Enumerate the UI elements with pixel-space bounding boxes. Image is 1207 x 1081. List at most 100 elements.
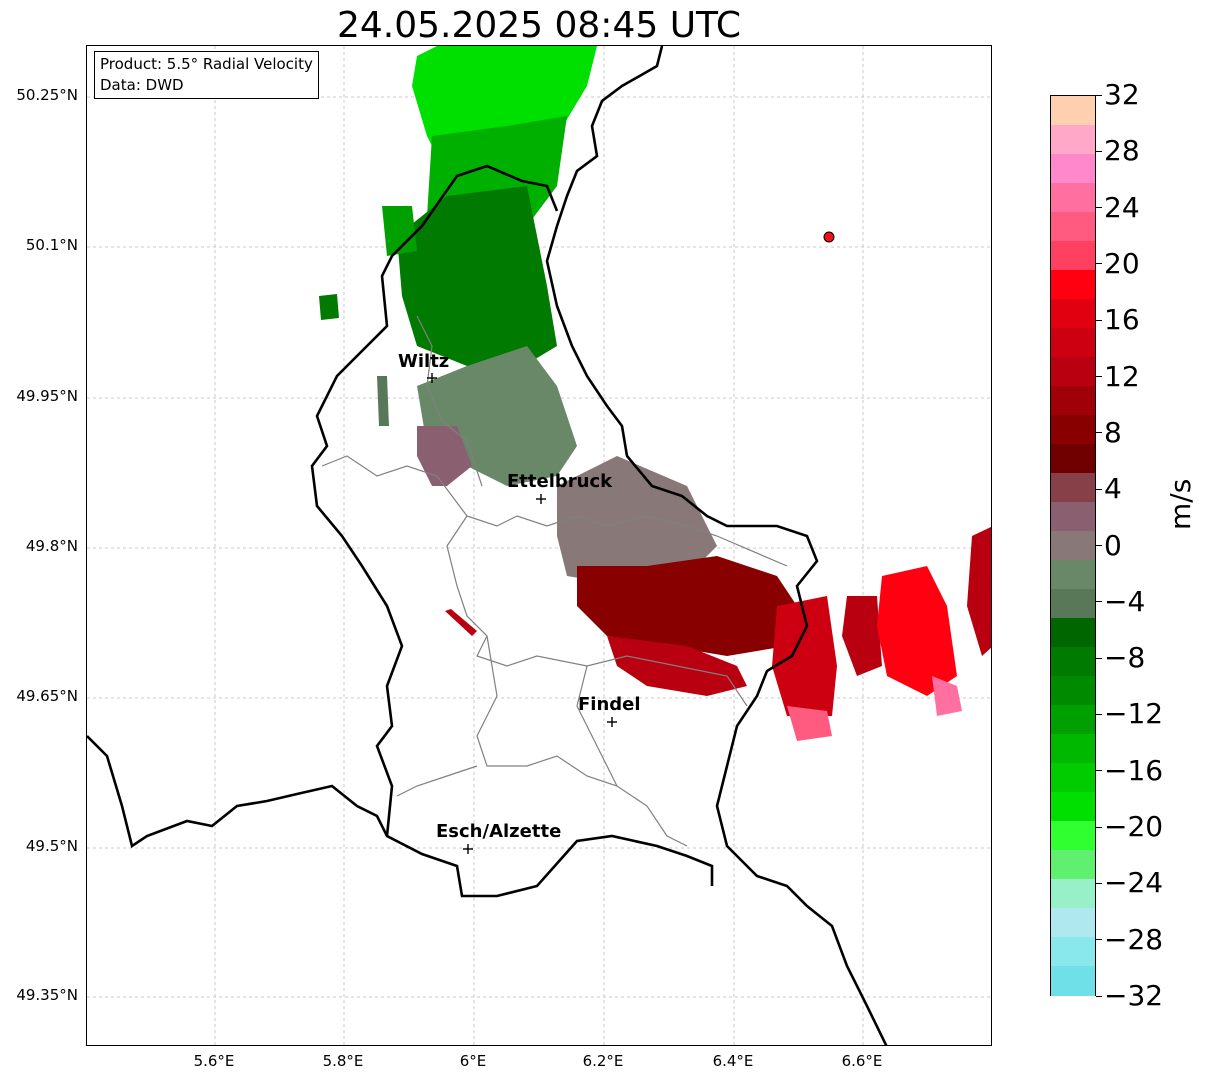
colorbar-tick-label: 16 [1104, 303, 1140, 337]
map-title: 24.05.2025 08:45 UTC [336, 5, 742, 46]
colorbar-segment [1051, 473, 1095, 503]
colorbar-segment [1051, 444, 1095, 474]
radar-map: Wiltz Ettelbruck Findel Esch/Alzette [86, 45, 992, 1046]
colorbar-segment [1051, 386, 1095, 416]
canton-borders [321, 315, 788, 847]
colorbar-tick-label: −8 [1104, 641, 1146, 675]
echo-darkred [577, 556, 797, 656]
colorbar-segment [1051, 647, 1095, 677]
colorbar-segment [1051, 357, 1095, 387]
colorbar-segment [1051, 589, 1095, 619]
colorbar-segment [1051, 328, 1095, 358]
colorbar-segment [1051, 531, 1095, 561]
colorbar-tickmark [1096, 657, 1102, 659]
gridlines [87, 46, 991, 1045]
colorbar-segment [1051, 618, 1095, 648]
lon-tick: 6°E [459, 1052, 487, 1070]
lat-tick: 50.1°N [25, 236, 78, 254]
colorbar-tick-label: 28 [1104, 134, 1140, 168]
lon-tick: 6.2°E [582, 1052, 624, 1070]
colorbar-segment [1051, 96, 1095, 126]
city-label-esch: Esch/Alzette [436, 821, 562, 842]
echo-red-east2 [842, 596, 882, 676]
echo-red-east1 [772, 596, 837, 716]
colorbar-segment [1051, 212, 1095, 242]
colorbar-segment [1051, 125, 1095, 155]
lon-tick: 6.4°E [712, 1052, 754, 1070]
colorbar-tick-label: 32 [1104, 78, 1140, 111]
echo-pink1 [787, 706, 832, 741]
colorbar-tick-label: 0 [1104, 528, 1122, 562]
colorbar-label: m/s [1164, 478, 1197, 530]
lat-tick: 49.35°N [16, 986, 78, 1004]
colorbar-segment [1051, 821, 1095, 851]
colorbar-segment [1051, 183, 1095, 213]
colorbar-tickmark [1096, 939, 1102, 941]
colorbar-segment [1051, 966, 1095, 996]
lon-tick: 5.8°E [322, 1052, 364, 1070]
colorbar-tick-label: −20 [1104, 810, 1164, 844]
lat-tick: 49.5°N [25, 837, 78, 855]
colorbar-tick-label: 4 [1104, 472, 1122, 506]
colorbar-segment [1051, 560, 1095, 590]
lon-tick: 6.6°E [841, 1052, 883, 1070]
city-label-wiltz: Wiltz [398, 351, 450, 372]
echo-mauve [417, 426, 472, 486]
country-borders [87, 46, 888, 1045]
echo-grey-green-left [377, 376, 389, 426]
echo-red-streak [445, 609, 477, 636]
colorbar-tickmark [1096, 601, 1102, 603]
lat-tick: 50.25°N [16, 86, 78, 104]
colorbar-tick-label: 12 [1104, 359, 1140, 393]
colorbar-tickmark [1096, 770, 1102, 772]
echo-green-dark [397, 186, 557, 376]
colorbar-tickmark [1096, 376, 1102, 378]
colorbar-tick-label: −4 [1104, 584, 1146, 618]
colorbar-segment [1051, 763, 1095, 793]
velocity-echoes [319, 46, 991, 741]
colorbar-tick-label: −12 [1104, 697, 1164, 731]
echo-pink2 [932, 676, 962, 716]
colorbar-tickmark [1096, 488, 1102, 490]
colorbar [1050, 95, 1096, 996]
colorbar-segment [1051, 879, 1095, 909]
lat-tick: 49.65°N [16, 687, 78, 705]
lat-tick: 49.8°N [25, 537, 78, 555]
colorbar-segment [1051, 415, 1095, 445]
lat-tick: 49.95°N [16, 387, 78, 405]
radar-site-marker [823, 231, 835, 243]
colorbar-tickmark [1096, 150, 1102, 152]
echo-red-edge [967, 526, 991, 656]
city-markers [427, 373, 617, 854]
city-label-ettelbruck: Ettelbruck [507, 471, 613, 492]
colorbar-segment [1051, 676, 1095, 706]
echo-red-east3 [877, 566, 957, 696]
colorbar-segment [1051, 937, 1095, 967]
colorbar-segment [1051, 908, 1095, 938]
colorbar-tick-label: −24 [1104, 866, 1164, 900]
colorbar-tickmark [1096, 263, 1102, 265]
colorbar-tick-label: 24 [1104, 190, 1140, 224]
echo-green-small [319, 294, 339, 320]
colorbar-tick-label: −32 [1104, 979, 1164, 1012]
colorbar-tickmark [1096, 319, 1102, 321]
colorbar-tickmark [1096, 207, 1102, 209]
echo-green-left-patch [382, 206, 417, 256]
colorbar-tickmark [1096, 826, 1102, 828]
product-label: Product: 5.5° Radial Velocity [100, 55, 313, 73]
echo-mauve-center [557, 456, 717, 586]
lon-tick: 5.6°E [193, 1052, 235, 1070]
colorbar-tick-label: 8 [1104, 415, 1122, 449]
colorbar-tickmark [1096, 882, 1102, 884]
colorbar-tick-label: −16 [1104, 753, 1164, 787]
colorbar-tickmark [1096, 713, 1102, 715]
colorbar-segment [1051, 270, 1095, 300]
colorbar-segment [1051, 241, 1095, 271]
colorbar-tickmark [1096, 995, 1102, 997]
colorbar-tick-label: 20 [1104, 246, 1140, 280]
colorbar-tickmark [1096, 545, 1102, 546]
colorbar-segment [1051, 705, 1095, 735]
colorbar-segment [1051, 154, 1095, 184]
colorbar-tickmark [1096, 94, 1102, 96]
colorbar-segment [1051, 792, 1095, 822]
